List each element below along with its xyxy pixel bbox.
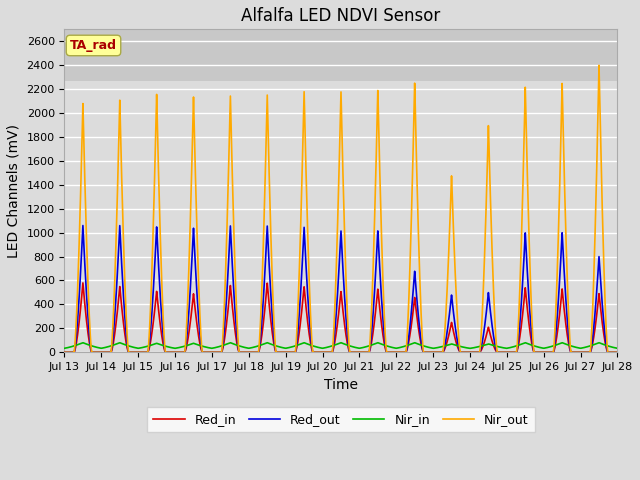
Nir_out (173, 349, 180, 355)
Line: Nir_out: Nir_out (65, 65, 618, 352)
Red_out (179, 349, 187, 355)
Title: Alfalfa LED NDVI Sensor: Alfalfa LED NDVI Sensor (241, 7, 440, 25)
Red_in (61, 349, 68, 355)
Nir_in (417, 342, 425, 348)
Nir_in (595, 340, 603, 346)
Nir_out (612, 349, 620, 355)
Nir_in (612, 345, 620, 351)
Line: Red_out: Red_out (65, 226, 618, 352)
Nir_in (61, 346, 68, 351)
Bar (65, 29, 618, 81)
Line: Nir_in: Nir_in (65, 343, 618, 348)
Text: TA_rad: TA_rad (70, 39, 117, 52)
Legend: Red_in, Red_out, Nir_in, Nir_out: Red_in, Red_out, Nir_in, Nir_out (147, 407, 534, 432)
Red_out (268, 303, 275, 309)
Nir_out (496, 349, 504, 355)
Red_out (417, 339, 425, 345)
Nir_in (179, 344, 187, 349)
Nir_out (268, 252, 275, 258)
Nir_out (61, 349, 68, 355)
Y-axis label: LED Channels (mV): LED Channels (mV) (7, 124, 21, 258)
Red_out (614, 349, 621, 355)
Nir_in (268, 341, 275, 347)
Nir_in (466, 346, 474, 351)
Red_out (173, 349, 181, 355)
Nir_in (496, 344, 504, 350)
Red_out (79, 223, 87, 228)
Red_out (496, 349, 504, 355)
Nir_out (595, 62, 603, 68)
Nir_out (179, 349, 187, 355)
Red_in (496, 349, 504, 355)
Red_in (179, 349, 187, 355)
Red_out (612, 349, 620, 355)
X-axis label: Time: Time (324, 378, 358, 392)
Red_in (612, 349, 620, 355)
Red_out (61, 349, 68, 355)
Nir_out (614, 349, 621, 355)
Red_in (417, 342, 425, 348)
Nir_out (417, 313, 425, 319)
Red_in (173, 349, 181, 355)
Nir_in (614, 346, 621, 351)
Red_in (79, 280, 87, 286)
Line: Red_in: Red_in (65, 283, 618, 352)
Nir_in (173, 345, 180, 351)
Red_in (614, 349, 621, 355)
Red_in (268, 324, 275, 330)
